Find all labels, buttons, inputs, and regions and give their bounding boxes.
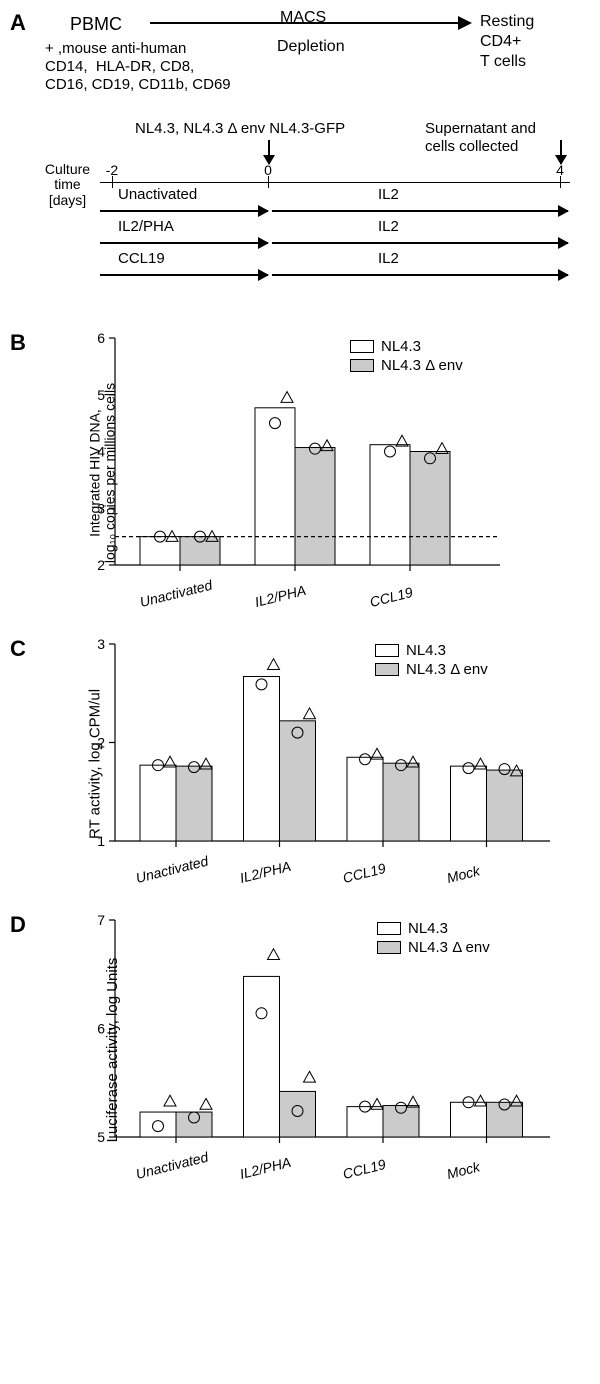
timeline-tick-label: -2 bbox=[106, 162, 118, 178]
panel-c-label: C bbox=[10, 636, 26, 662]
x-category-label: Mock bbox=[445, 1158, 481, 1182]
chart-c: RT activity, log CPM/ul 123 NL4.3NL4.3 Δ… bbox=[65, 636, 590, 892]
timeline-tick-label: 0 bbox=[264, 162, 272, 178]
legend-item: NL4.3 bbox=[350, 338, 463, 355]
chart-d-legend: NL4.3 NL4.3 Δ env bbox=[377, 920, 490, 958]
panel-d: D Luciferase activity, log Units 567 NL4… bbox=[10, 912, 590, 1188]
chart-b-legend: NL4.3 NL4.3 Δ env bbox=[350, 338, 463, 376]
pbmc-text: PBMC bbox=[70, 14, 122, 35]
resting-text: Resting CD4+ T cells bbox=[480, 12, 534, 72]
legend-item: NL4.3 Δ env bbox=[350, 357, 463, 374]
chart-d-xlabels: UnactivatedIL2/PHACCL19Mock bbox=[65, 1162, 590, 1188]
legend-item: NL4.3 Δ env bbox=[375, 661, 488, 678]
condition-row: IL2/PHAIL2 bbox=[100, 232, 570, 260]
legend-item: NL4.3 Δ env bbox=[377, 939, 490, 956]
supernatant-text: Supernatant and cells collected bbox=[425, 120, 536, 156]
condition-pre-label: CCL19 bbox=[118, 250, 165, 267]
panel-b-label: B bbox=[10, 330, 26, 356]
legend-item: NL4.3 bbox=[377, 920, 490, 937]
chart-b-ytitle: Integrated HIV DNA, log₁₀ copies per mil… bbox=[88, 383, 119, 563]
chart-b: Integrated HIV DNA, log₁₀ copies per mil… bbox=[65, 330, 590, 616]
chart-c-legend: NL4.3 NL4.3 Δ env bbox=[375, 642, 488, 680]
chart-c-ytitle: RT activity, log CPM/ul bbox=[87, 689, 104, 839]
panel-c: C RT activity, log CPM/ul 123 NL4.3NL4.3… bbox=[10, 636, 590, 892]
diagram-top: PBMC MACS Depletion Resting CD4+ T cells… bbox=[40, 10, 590, 120]
timeline-axis bbox=[100, 182, 570, 183]
viruses-text: NL4.3, NL4.3 Δ env NL4.3-GFP bbox=[135, 120, 345, 137]
depletion-text: Depletion bbox=[277, 38, 345, 56]
antibodies-text: + ,mouse anti-human CD14, HLA-DR, CD8, C… bbox=[45, 40, 265, 94]
timeline-tick-label: 4 bbox=[556, 162, 564, 178]
chart-b-xlabels: UnactivatedIL2/PHACCL19 bbox=[65, 590, 590, 616]
arrow-down-icon bbox=[560, 140, 562, 164]
chart-d: Luciferase activity, log Units 567 NL4.3… bbox=[65, 912, 590, 1188]
condition-post-label: IL2 bbox=[378, 186, 399, 203]
x-category-label: Mock bbox=[445, 862, 481, 886]
chart-c-xlabels: UnactivatedIL2/PHACCL19Mock bbox=[65, 866, 590, 892]
arrow-down-icon bbox=[268, 140, 270, 164]
svg-text:6: 6 bbox=[97, 330, 105, 346]
macs-text: MACS bbox=[280, 9, 326, 27]
culture-time-label: Culture time [days] bbox=[40, 162, 95, 208]
svg-text:7: 7 bbox=[97, 912, 105, 928]
panel-b: B Integrated HIV DNA, log₁₀ copies per m… bbox=[10, 330, 590, 616]
condition-row: CCL19IL2 bbox=[100, 264, 570, 292]
panel-a: A PBMC MACS Depletion Resting CD4+ T cel… bbox=[10, 10, 590, 310]
svg-text:3: 3 bbox=[97, 636, 105, 652]
legend-item: NL4.3 bbox=[375, 642, 488, 659]
condition-post-label: IL2 bbox=[378, 218, 399, 235]
condition-pre-label: IL2/PHA bbox=[118, 218, 174, 235]
panel-a-label: A bbox=[10, 10, 26, 36]
panel-d-label: D bbox=[10, 912, 26, 938]
chart-d-ytitle: Luciferase activity, log Units bbox=[104, 958, 121, 1143]
condition-pre-label: Unactivated bbox=[118, 186, 197, 203]
condition-post-label: IL2 bbox=[378, 250, 399, 267]
diagram-timeline: NL4.3, NL4.3 Δ env NL4.3-GFP Supernatant… bbox=[40, 120, 590, 295]
